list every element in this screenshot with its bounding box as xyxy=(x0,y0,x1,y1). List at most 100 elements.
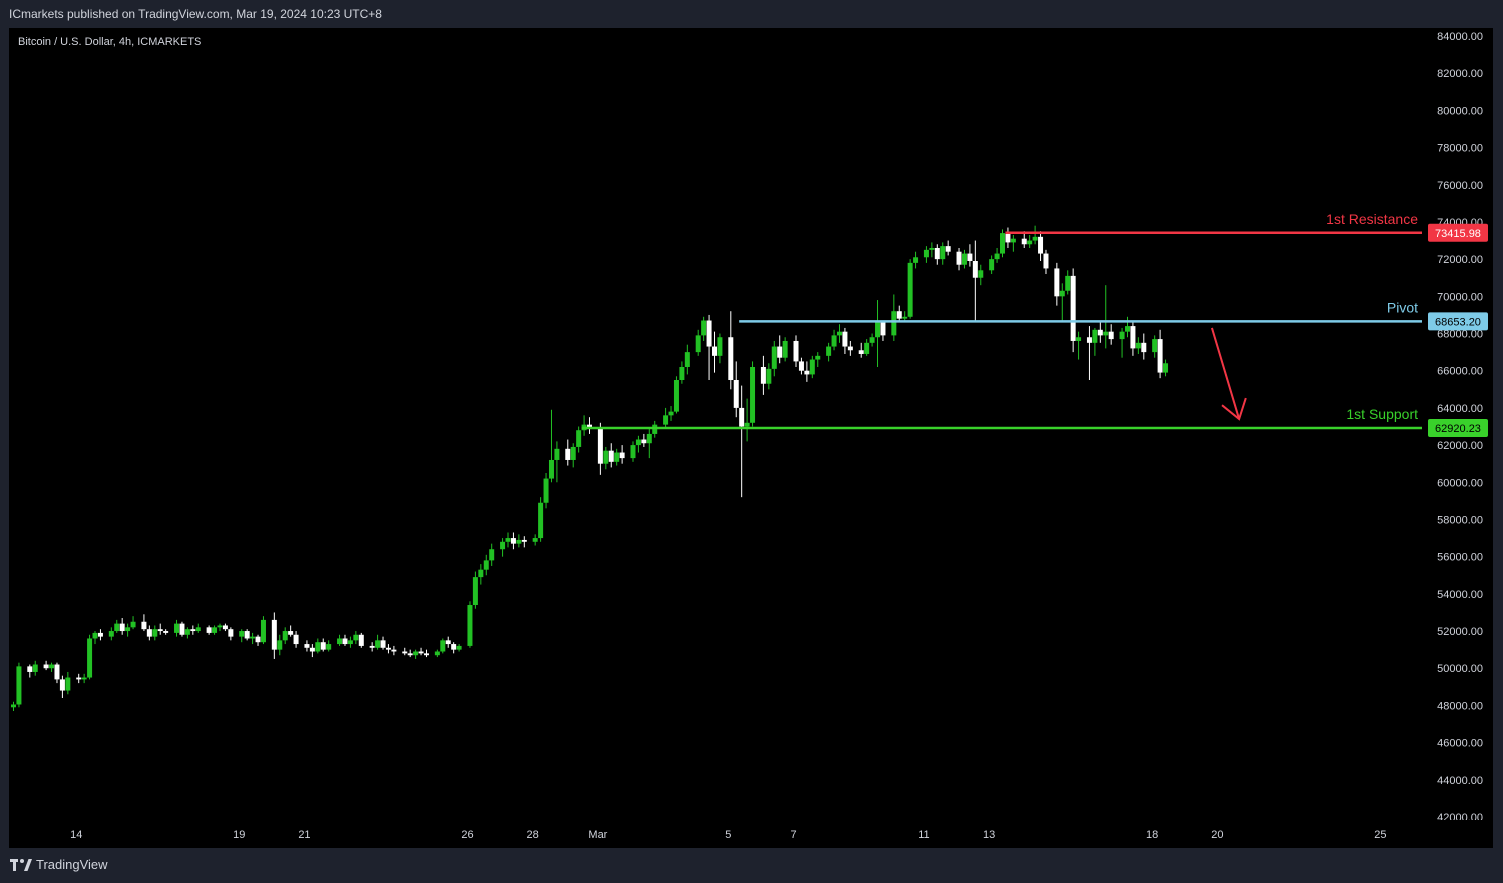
y-tick-label: 54000.00 xyxy=(1437,589,1483,601)
candle-down xyxy=(608,443,614,468)
candle-down xyxy=(842,327,848,354)
candle-body xyxy=(206,627,212,633)
candle-body xyxy=(587,424,593,429)
candle-body xyxy=(271,619,277,650)
candle-body xyxy=(603,450,609,464)
candle-down xyxy=(945,240,951,256)
candle-body xyxy=(1135,342,1141,349)
candle-body xyxy=(293,634,299,645)
candle-body xyxy=(326,644,332,650)
candle-body xyxy=(222,625,228,630)
candle-body xyxy=(445,640,451,645)
candle-body xyxy=(614,452,620,462)
x-tick-label: 20 xyxy=(1211,829,1223,841)
candle-down xyxy=(423,649,429,658)
candle-body xyxy=(1152,339,1158,353)
candle-up xyxy=(679,361,685,384)
candle-body xyxy=(1092,329,1098,343)
tradingview-logo[interactable]: TradingView xyxy=(10,857,108,872)
candle-down xyxy=(222,623,228,632)
y-tick-label: 78000.00 xyxy=(1437,143,1483,155)
candle-up xyxy=(1163,359,1169,377)
candle-up xyxy=(174,619,180,637)
candle-up xyxy=(11,701,16,712)
y-tick-label: 72000.00 xyxy=(1437,254,1483,266)
candle-body xyxy=(608,450,614,462)
candle-down xyxy=(309,644,315,658)
candle-body xyxy=(554,448,560,460)
candle-body xyxy=(847,346,853,351)
candle-body xyxy=(195,627,201,632)
candle-down xyxy=(380,636,386,650)
candle-down xyxy=(777,335,783,364)
candle-body xyxy=(1163,363,1169,373)
candle-body xyxy=(630,445,636,459)
candle-up xyxy=(891,294,897,341)
candle-up xyxy=(831,329,837,351)
y-tick-label: 66000.00 xyxy=(1437,366,1483,378)
candle-down xyxy=(967,244,973,267)
candle-up xyxy=(353,631,359,645)
candle-up xyxy=(554,441,560,483)
candle-down xyxy=(1157,329,1163,379)
candle-body xyxy=(478,569,484,578)
candle-down xyxy=(228,627,234,641)
candle-body xyxy=(989,259,995,271)
y-tick-label: 44000.00 xyxy=(1437,775,1483,787)
candle-body xyxy=(467,605,473,646)
x-tick-label: 26 xyxy=(461,829,473,841)
candle-body xyxy=(119,623,125,632)
candle-down xyxy=(119,618,125,635)
candle-body xyxy=(673,380,679,412)
candle-body xyxy=(320,642,326,650)
candle-body xyxy=(750,366,756,423)
candle-down xyxy=(565,439,571,466)
candle-body xyxy=(282,631,288,641)
candle-body xyxy=(369,645,375,648)
candle-body xyxy=(130,621,136,628)
candle-down xyxy=(146,625,152,641)
candle-down xyxy=(179,621,185,637)
candle-down xyxy=(1141,333,1147,360)
candle-up xyxy=(1124,316,1130,338)
candle-up xyxy=(478,564,484,585)
candle-body xyxy=(815,355,821,360)
y-axis[interactable]: 42000.0044000.0046000.0048000.0050000.00… xyxy=(1422,31,1493,848)
candle-body xyxy=(565,448,571,460)
candle-down xyxy=(445,636,451,648)
y-tick-label: 82000.00 xyxy=(1437,68,1483,80)
candle-down xyxy=(793,335,799,367)
candle-up xyxy=(1119,327,1125,358)
chart-panel[interactable]: Bitcoin / U.S. Dollar, 4h, ICMARKETS 1st… xyxy=(9,28,1493,848)
candle-body xyxy=(391,649,397,652)
candle-down xyxy=(760,355,766,395)
candle-body xyxy=(315,642,321,652)
candle-up xyxy=(782,337,788,362)
y-tick-label: 60000.00 xyxy=(1437,477,1483,489)
candle-up xyxy=(570,443,576,468)
candle-body xyxy=(87,638,93,678)
candle-body xyxy=(190,629,196,632)
candle-body xyxy=(635,439,641,446)
candle-body xyxy=(1070,275,1076,341)
candle-down xyxy=(1070,268,1076,353)
x-tick-label: 28 xyxy=(527,829,539,841)
candlestick-chart[interactable]: Bitcoin / U.S. Dollar, 4h, ICMARKETS 1st… xyxy=(9,28,1493,848)
candle-body xyxy=(875,322,881,338)
candle-up xyxy=(576,426,582,453)
candle-body xyxy=(97,632,103,637)
candle-up xyxy=(489,543,495,566)
candle-up xyxy=(1092,327,1098,356)
candle-body xyxy=(54,664,60,680)
publisher-bar: ICmarkets published on TradingView.com, … xyxy=(0,0,1503,28)
y-tick-label: 68000.00 xyxy=(1437,329,1483,341)
x-axis: 14 19 21 26 28 Mar 5 7 11 13 18 20 25 xyxy=(9,816,1422,841)
candle-down xyxy=(97,629,103,641)
candle-body xyxy=(701,320,707,336)
candle-body xyxy=(1119,331,1125,340)
candle-down xyxy=(739,385,745,498)
candle-body xyxy=(907,262,913,317)
candle-up xyxy=(1103,285,1109,349)
candle-up xyxy=(1010,234,1016,252)
candle-down xyxy=(206,625,212,635)
